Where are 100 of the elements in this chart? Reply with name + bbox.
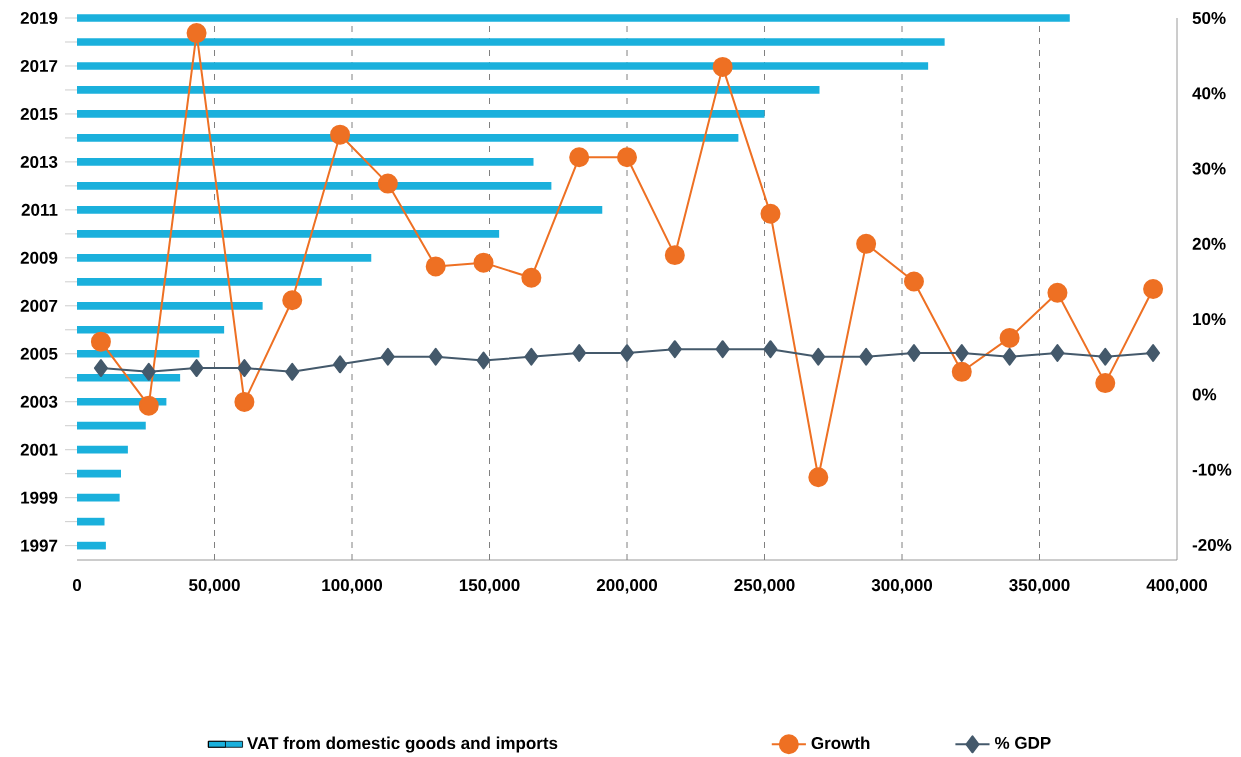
bar	[77, 62, 929, 70]
point	[572, 343, 587, 362]
bar	[77, 349, 200, 358]
bar	[77, 445, 128, 454]
point	[521, 267, 542, 288]
x-tick-label: 150,000	[459, 579, 520, 594]
bar	[77, 421, 146, 430]
legend-label: VAT from domestic goods and imports	[247, 736, 558, 753]
x-tick-label: 100,000	[322, 579, 383, 594]
point	[859, 347, 874, 366]
legend-label: Growth	[811, 736, 870, 750]
y-tick-label: -20%	[1192, 538, 1232, 551]
bar	[77, 493, 120, 502]
point	[569, 147, 590, 168]
bar	[77, 469, 122, 478]
y-tick-label: 20%	[1192, 237, 1226, 250]
point	[425, 256, 446, 277]
point	[667, 340, 682, 359]
bar	[77, 230, 500, 238]
x-tick-label: 0	[72, 579, 82, 592]
x-tick-label: 350,000	[1009, 579, 1070, 594]
y-tick-label: 40%	[1192, 87, 1226, 100]
point	[1095, 373, 1116, 394]
bar	[77, 517, 105, 526]
point	[330, 124, 351, 145]
point	[189, 359, 204, 378]
y-tick-label: 2001	[20, 443, 58, 456]
bar	[77, 325, 225, 334]
point	[186, 23, 207, 44]
point	[1146, 343, 1161, 362]
point	[620, 343, 635, 362]
bar	[77, 14, 1070, 22]
x-tick-label: 250,000	[734, 579, 795, 594]
point	[234, 391, 255, 412]
y-tick-label: 2011	[21, 203, 58, 216]
point	[1002, 347, 1017, 366]
point	[138, 395, 159, 416]
point	[1143, 279, 1164, 299]
bar	[77, 110, 765, 118]
point	[90, 331, 111, 352]
point	[712, 56, 733, 77]
point	[763, 340, 778, 359]
y-tick-label: 1997	[21, 539, 58, 552]
point	[282, 290, 303, 311]
y-tick-label: 50%	[1192, 12, 1226, 25]
bar	[77, 253, 372, 262]
point	[473, 252, 494, 273]
point	[380, 347, 395, 366]
point	[856, 233, 877, 254]
bar	[77, 301, 263, 310]
point	[906, 343, 921, 362]
y-tick-label: 2009	[20, 251, 58, 264]
y-tick-label: 2007	[20, 299, 58, 312]
x-tick-label: 50,000	[189, 579, 240, 594]
y-tick-label: 2019	[20, 12, 58, 25]
y-tick-label: 2013	[20, 155, 58, 168]
bar	[77, 541, 106, 550]
y-tick-label: 0%	[1192, 388, 1217, 401]
point	[428, 347, 443, 366]
bar	[77, 38, 945, 46]
y-tick-label: 10%	[1193, 313, 1226, 326]
x-tick-label: 200,000	[596, 579, 658, 594]
point	[237, 359, 252, 378]
point	[951, 361, 972, 382]
bar	[77, 373, 181, 382]
y-tick-label: 30%	[1192, 162, 1226, 175]
point	[1047, 282, 1068, 303]
bar	[77, 182, 552, 190]
bar	[77, 134, 739, 142]
point	[903, 271, 924, 292]
point	[999, 327, 1020, 348]
point	[954, 343, 969, 362]
y-tick-label: 2017	[20, 59, 58, 72]
y-tick-label: 1999	[21, 491, 58, 504]
point	[811, 347, 826, 366]
y-tick-label: 2015	[20, 107, 58, 120]
point	[760, 203, 781, 224]
y-tick-label: 2005	[20, 347, 58, 360]
point	[93, 359, 108, 378]
point	[333, 355, 348, 374]
y-tick-label: 2003	[20, 395, 58, 408]
point	[808, 467, 829, 488]
point	[664, 245, 685, 266]
x-tick-label: 300,000	[871, 579, 933, 594]
point	[715, 340, 730, 359]
point	[1050, 343, 1065, 362]
point	[1098, 347, 1113, 366]
point	[377, 173, 398, 194]
bar	[77, 277, 322, 286]
point	[141, 362, 156, 381]
point	[617, 147, 638, 168]
y-tick-label: -10%	[1192, 463, 1232, 476]
legend-label: % GDP	[994, 736, 1051, 749]
point	[524, 347, 539, 366]
bar	[77, 86, 820, 94]
bar	[77, 158, 534, 166]
x-tick-label: 400,000	[1146, 579, 1208, 594]
point	[476, 351, 491, 370]
point	[285, 362, 300, 381]
bar	[77, 206, 603, 214]
